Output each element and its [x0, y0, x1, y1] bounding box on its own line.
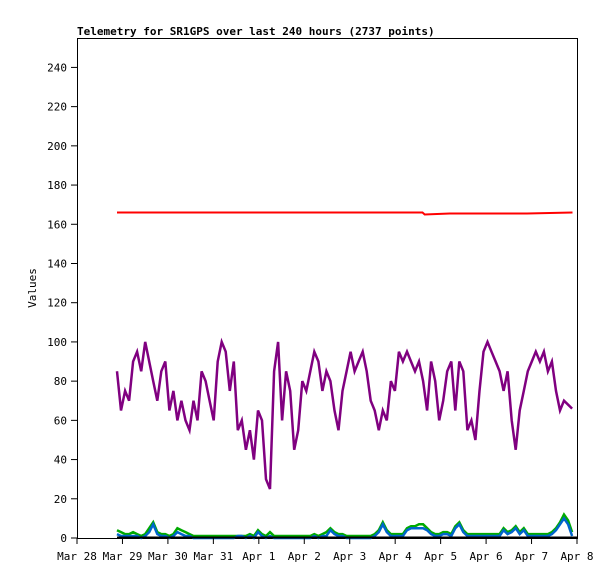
x-tick-label: Apr 1: [242, 550, 275, 563]
x-tick-label: Mar 28: [57, 550, 97, 563]
y-tick-label: 200: [47, 140, 67, 153]
x-tick-label: Mar 31: [193, 550, 233, 563]
y-tick-label: 120: [47, 297, 67, 310]
y-tick-label: 140: [47, 257, 67, 270]
y-tick-label: 60: [54, 414, 67, 427]
y-tick-label: 40: [54, 454, 67, 467]
y-tick-label: 160: [47, 218, 67, 231]
y-tick-label: 240: [47, 61, 67, 74]
series-layer: [115, 211, 574, 540]
x-tick-label: Apr 3: [333, 550, 366, 563]
series-line-red: [117, 211, 573, 216]
y-tick-label: 100: [47, 336, 67, 349]
series-line-green: [116, 512, 574, 538]
y-tick-label: 0: [60, 532, 67, 545]
x-tick-label: Apr 7: [515, 550, 548, 563]
x-tick-label: Mar 30: [148, 550, 188, 563]
plot-frame: [77, 38, 578, 539]
x-tick-label: Apr 4: [379, 550, 412, 563]
x-tick-label: Apr 6: [470, 550, 503, 563]
x-tick-label: Mar 29: [103, 550, 143, 563]
x-tick-label: Apr 5: [424, 550, 457, 563]
x-tick-label: Apr 2: [288, 550, 321, 563]
y-tick-label: 180: [47, 179, 67, 192]
y-tick-label: 20: [54, 493, 67, 506]
axes-layer: 0 20 40 60 80 100 120 140 160 180 200 220 240 Mar 28 M…: [47, 61, 593, 563]
y-tick-label: 80: [54, 375, 67, 388]
y-axis-label: Values: [26, 268, 39, 308]
series-line-purple: [115, 337, 573, 490]
y-tick-label: 220: [47, 101, 67, 114]
chart-title: Telemetry for SR1GPS over last 240 hours…: [77, 25, 435, 38]
x-tick-label: Apr 8: [560, 550, 593, 563]
